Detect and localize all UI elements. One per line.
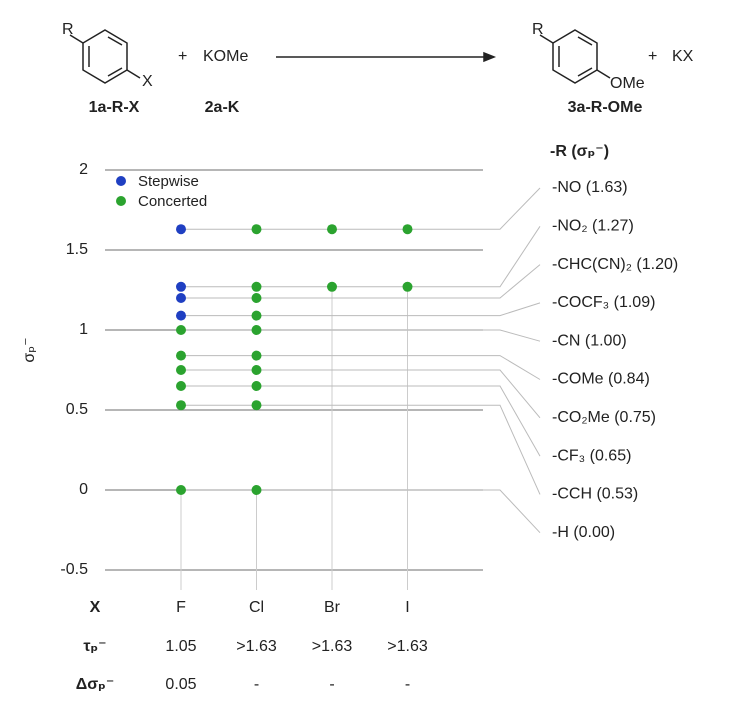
substituent-connector: [181, 385, 541, 457]
data-point: [402, 281, 413, 292]
bond: [107, 36, 123, 46]
substituent-connector: [181, 355, 541, 380]
data-point: [251, 485, 262, 495]
data-point: [251, 365, 262, 375]
row-label: Δσₚ⁻: [76, 676, 115, 693]
data-point: [327, 224, 337, 235]
row-label: τₚ⁻: [83, 638, 106, 655]
data-point: [327, 281, 337, 292]
y-tick-label: -0.5: [60, 561, 88, 578]
substituent-label: -NO (1.63): [552, 179, 628, 196]
scheme-text: KX: [672, 48, 694, 65]
substituent-connector: [181, 404, 541, 495]
legend-label: Concerted: [138, 193, 207, 210]
data-point: [251, 293, 262, 303]
data-point: [176, 400, 186, 411]
scheme-text: +: [648, 48, 657, 65]
reaction-scheme: [69, 29, 611, 84]
table-cell: >1.63: [387, 638, 428, 655]
scheme-text: R: [532, 21, 544, 38]
arrow-head: [483, 51, 497, 63]
substituent-connector: [181, 302, 541, 317]
data-point: [176, 381, 186, 391]
y-tick-label: 0.5: [66, 401, 88, 418]
data-point: [251, 310, 262, 321]
data-point: [176, 485, 186, 495]
data-point: [251, 400, 262, 411]
legend-marker: [116, 176, 126, 186]
compound-label: 2a-K: [205, 99, 240, 116]
substituent-label: -COMe (0.84): [552, 371, 650, 388]
substituent-connector: [181, 329, 541, 342]
y-tick-label: 1: [79, 321, 88, 338]
x-tick-label: Cl: [249, 599, 264, 616]
data-point: [251, 350, 262, 361]
scheme-text: OMe: [610, 75, 645, 92]
data-point: [251, 381, 262, 391]
table-cell: 0.05: [165, 676, 196, 693]
y-tick-label: 0: [79, 481, 88, 498]
y-axis-label: σₚ⁻: [21, 337, 38, 362]
compound-label: 1a-R-X: [89, 99, 140, 116]
data-point: [176, 350, 186, 361]
substituent-label: -CF₃ (0.65): [552, 447, 631, 464]
x-tick-label: F: [176, 599, 186, 616]
substituent-title: -R (σₚ⁻): [550, 143, 609, 160]
compound-label: 3a-R-OMe: [568, 99, 643, 116]
scheme-text: KOMe: [203, 48, 248, 65]
bond: [539, 34, 554, 44]
data-point: [402, 224, 413, 235]
data-point: [251, 281, 262, 292]
data-point: [251, 325, 262, 335]
substituent-label: -CHC(CN)₂ (1.20): [552, 256, 678, 273]
bond: [596, 69, 611, 79]
substituent-label: -CO₂Me (0.75): [552, 409, 656, 426]
data-point: [176, 224, 186, 235]
table-cell: -: [329, 676, 334, 693]
substituent-connector: [181, 226, 541, 288]
substituent-label: -CN (1.00): [552, 332, 627, 349]
x-tick-label: I: [405, 599, 409, 616]
table-cell: >1.63: [236, 638, 277, 655]
table-cell: -: [405, 676, 410, 693]
table-header: X: [90, 599, 101, 616]
bond: [126, 69, 141, 79]
legend-label: Stepwise: [138, 173, 199, 190]
x-tick-label: Br: [324, 599, 341, 616]
data-point: [176, 365, 186, 375]
table-cell: 1.05: [165, 638, 196, 655]
scheme-text: R: [62, 21, 74, 38]
legend-marker: [116, 196, 126, 206]
substituent-connector: [181, 187, 541, 230]
data-point: [176, 310, 186, 321]
scheme-text: X: [142, 73, 153, 90]
substituent-connector: [181, 369, 541, 419]
table-cell: >1.63: [312, 638, 353, 655]
y-tick-label: 1.5: [66, 241, 88, 258]
substituent-label: -NO₂ (1.27): [552, 218, 634, 235]
data-point: [251, 224, 262, 235]
bond: [107, 67, 123, 77]
bond: [69, 34, 84, 44]
substituent-label: -H (0.00): [552, 524, 615, 541]
substituent-label: -CCH (0.53): [552, 486, 638, 503]
substituent-connector: [181, 264, 541, 299]
scheme-text: +: [178, 48, 187, 65]
substituent-connector: [181, 489, 541, 534]
y-tick-label: 2: [79, 161, 88, 178]
table-cell: -: [254, 676, 259, 693]
data-point: [176, 293, 186, 303]
bond: [577, 36, 593, 46]
data-point: [176, 281, 186, 292]
data-point: [176, 325, 186, 335]
bond: [577, 67, 593, 77]
substituent-label: -COCF₃ (1.09): [552, 294, 655, 311]
